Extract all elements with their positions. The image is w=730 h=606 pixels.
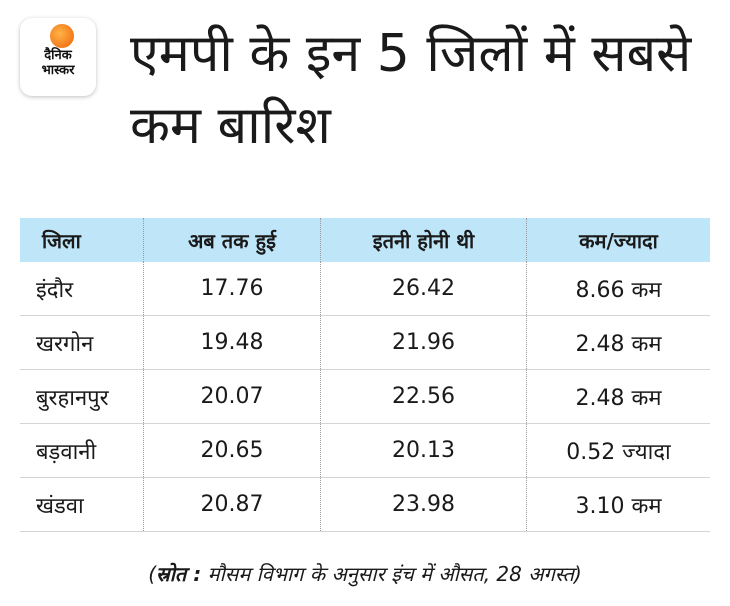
deficit-excess-cell: 8.66 कम [575,277,662,303]
deficit-excess-cell: 2.48 कम [575,385,662,411]
rain-so-far-cell: 20.87 [144,478,321,531]
expected-rain-cell: 22.56 [321,370,527,423]
dainik-bhaskar-logo: दैनिक भास्कर [20,18,96,96]
header-expected-rain: इतनी होनी थी [321,218,527,262]
rainfall-table: जिला अब तक हुई इतनी होनी थी कम/ज्यादा इं… [20,218,710,532]
header-rain-so-far: अब तक हुई [144,218,321,262]
header-deficit-excess: कम/ज्यादा [579,228,658,253]
table-row: बड़वानी 20.65 20.13 0.52 ज्यादा [20,424,710,478]
district-cell: बुरहानपुर [20,370,144,423]
logo-line-2: भास्कर [41,63,75,78]
rain-so-far-cell: 20.65 [144,424,321,477]
deficit-excess-cell: 3.10 कम [575,493,662,519]
rain-so-far-cell: 19.48 [144,316,321,369]
logo-line-1: दैनिक [44,48,72,63]
table-row: खरगोन 19.48 21.96 2.48 कम [20,316,710,370]
rain-so-far-cell: 17.76 [144,262,321,315]
table-row: खंडवा 20.87 23.98 3.10 कम [20,478,710,532]
district-cell: इंदौर [20,262,144,315]
headline: एमपी के इन 5 जिलों में सबसे कम बारिश [130,24,692,156]
expected-rain-cell: 26.42 [321,262,527,315]
table-header-row: जिला अब तक हुई इतनी होनी थी कम/ज्यादा [20,218,710,262]
sun-icon [50,24,74,48]
expected-rain-cell: 20.13 [321,424,527,477]
rain-so-far-cell: 20.07 [144,370,321,423]
source-note: (स्रोत : मौसम विभाग के अनुसार इंच में औस… [0,560,730,587]
header-district: जिला [20,218,144,262]
source-close-paren: ) [573,562,582,586]
source-label: स्रोत : [156,562,202,586]
source-text: मौसम विभाग के अनुसार इंच में औसत, 28 अगस… [201,562,574,586]
table-row: बुरहानपुर 20.07 22.56 2.48 कम [20,370,710,424]
district-cell: बड़वानी [20,424,144,477]
source-open-paren: ( [148,562,157,586]
expected-rain-cell: 21.96 [321,316,527,369]
deficit-excess-cell: 2.48 कम [575,331,662,357]
deficit-excess-cell: 0.52 ज्यादा [566,439,671,465]
table-row: इंदौर 17.76 26.42 8.66 कम [20,262,710,316]
district-cell: खंडवा [20,478,144,531]
district-cell: खरगोन [20,316,144,369]
expected-rain-cell: 23.98 [321,478,527,531]
